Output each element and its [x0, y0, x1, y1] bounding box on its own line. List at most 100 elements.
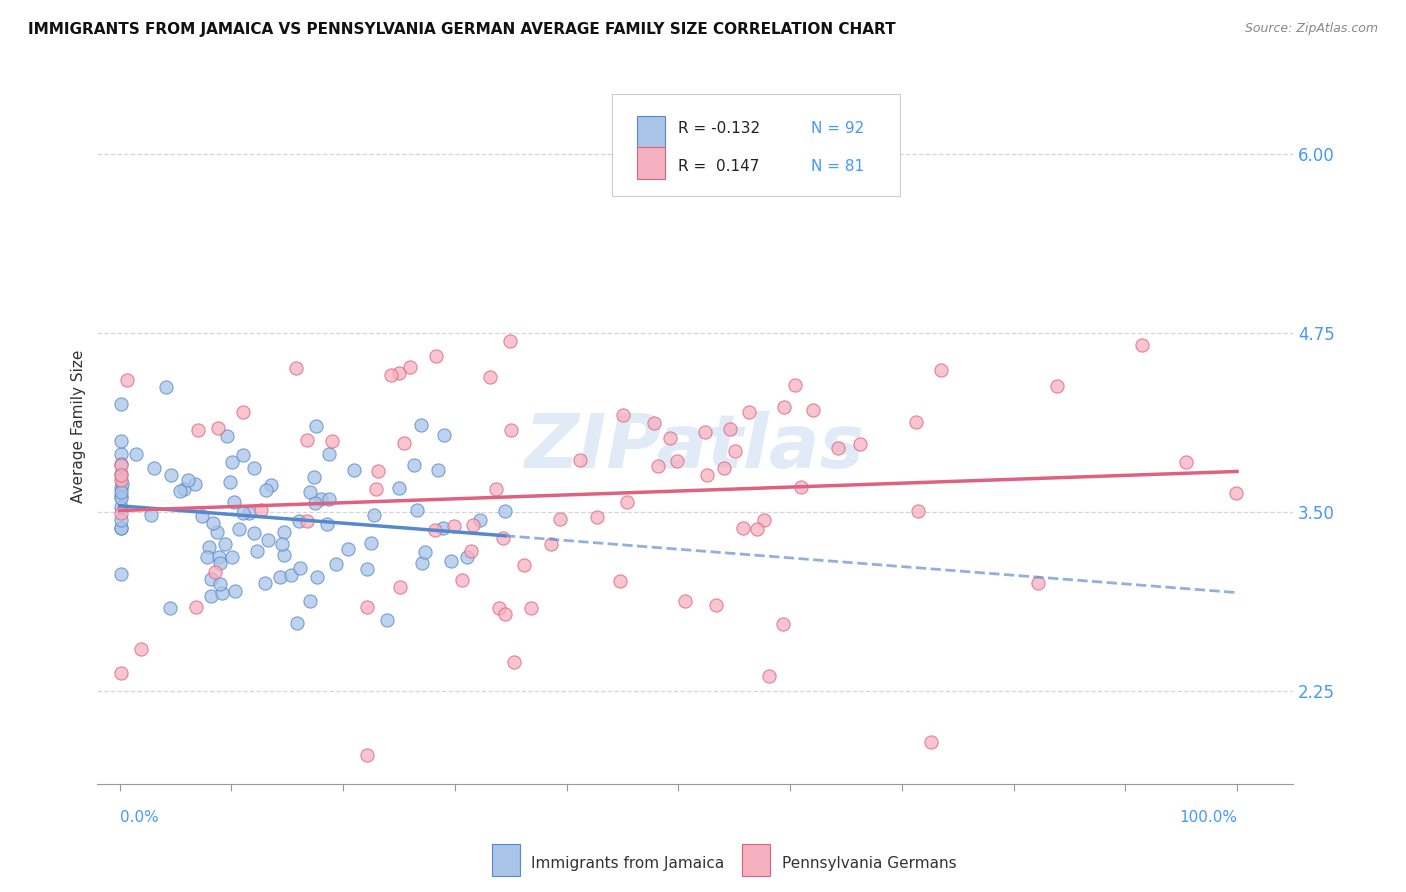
Point — [159, 468, 181, 483]
Point — [110, 521, 132, 535]
Point — [316, 517, 339, 532]
Point — [425, 523, 447, 537]
Text: 100.0%: 100.0% — [1180, 810, 1237, 824]
Point — [920, 734, 942, 748]
Point — [586, 510, 609, 524]
Point — [155, 380, 177, 394]
Point — [1225, 485, 1247, 500]
Point — [724, 444, 747, 458]
Point — [356, 600, 378, 615]
Point — [501, 423, 523, 437]
Point — [307, 570, 329, 584]
Point — [110, 500, 132, 514]
Point — [273, 525, 295, 540]
Point — [110, 513, 132, 527]
Point — [643, 416, 665, 430]
Point — [110, 666, 132, 681]
Point — [110, 434, 132, 449]
Point — [169, 483, 191, 498]
Point — [242, 526, 264, 541]
Point — [463, 518, 485, 533]
Point — [173, 482, 195, 496]
Point — [783, 377, 806, 392]
Point — [758, 669, 780, 683]
Point — [673, 594, 696, 608]
Text: Immigrants from Jamaica: Immigrants from Jamaica — [531, 856, 724, 871]
Point — [364, 482, 387, 496]
Point — [298, 594, 321, 608]
Point — [205, 524, 228, 539]
Point — [117, 373, 139, 387]
Point — [392, 436, 415, 450]
Point — [827, 441, 849, 455]
Point — [713, 461, 735, 475]
Point — [110, 489, 132, 503]
Point — [209, 556, 232, 570]
Point — [485, 482, 508, 496]
Point — [427, 463, 450, 477]
Text: Pennsylvania Germans: Pennsylvania Germans — [782, 856, 956, 871]
Point — [110, 491, 132, 505]
Point — [443, 519, 465, 533]
Point — [110, 520, 132, 534]
Point — [288, 514, 311, 528]
Point — [745, 522, 768, 536]
Point — [801, 402, 824, 417]
Point — [285, 615, 308, 630]
Point — [904, 415, 927, 429]
Point — [318, 491, 340, 506]
Point — [197, 540, 219, 554]
Point — [907, 504, 929, 518]
Point — [295, 433, 318, 447]
Point — [187, 423, 209, 437]
Point — [232, 507, 254, 521]
Point — [110, 468, 132, 483]
Point — [612, 409, 634, 423]
Point — [520, 601, 543, 615]
Point — [568, 452, 591, 467]
Point — [375, 613, 398, 627]
Point — [752, 513, 775, 527]
Point — [540, 536, 562, 550]
Text: ZIPatlas: ZIPatlas — [524, 411, 865, 484]
Point — [228, 522, 250, 536]
Point — [513, 558, 536, 572]
Point — [110, 484, 132, 499]
Point — [388, 481, 411, 495]
Point — [616, 495, 638, 509]
Point — [222, 495, 245, 509]
Point — [1026, 575, 1049, 590]
Point — [325, 557, 347, 571]
Point — [221, 550, 243, 565]
Point — [388, 580, 411, 594]
Point — [548, 512, 571, 526]
Text: R = -0.132: R = -0.132 — [678, 121, 759, 136]
Point — [110, 397, 132, 411]
Point — [790, 480, 813, 494]
Point — [1045, 379, 1067, 393]
Point — [190, 508, 212, 523]
Point — [214, 536, 236, 550]
Point — [110, 447, 132, 461]
Point — [647, 459, 669, 474]
Point — [256, 533, 278, 548]
Point — [304, 495, 326, 509]
Point — [129, 641, 152, 656]
Point — [260, 478, 283, 492]
Point — [269, 570, 291, 584]
Point — [224, 584, 246, 599]
Text: IMMIGRANTS FROM JAMAICA VS PENNSYLVANIA GERMAN AVERAGE FAMILY SIZE CORRELATION C: IMMIGRANTS FROM JAMAICA VS PENNSYLVANIA … — [28, 22, 896, 37]
Point — [208, 549, 231, 564]
Point — [399, 360, 422, 375]
Point — [219, 475, 242, 489]
Point — [271, 537, 294, 551]
Point — [494, 607, 516, 622]
Point — [336, 541, 359, 556]
Point — [207, 421, 229, 435]
Point — [318, 447, 340, 461]
Point — [704, 599, 727, 613]
Point — [302, 469, 325, 483]
Point — [254, 575, 277, 590]
Point — [184, 599, 207, 614]
Point — [456, 550, 478, 565]
